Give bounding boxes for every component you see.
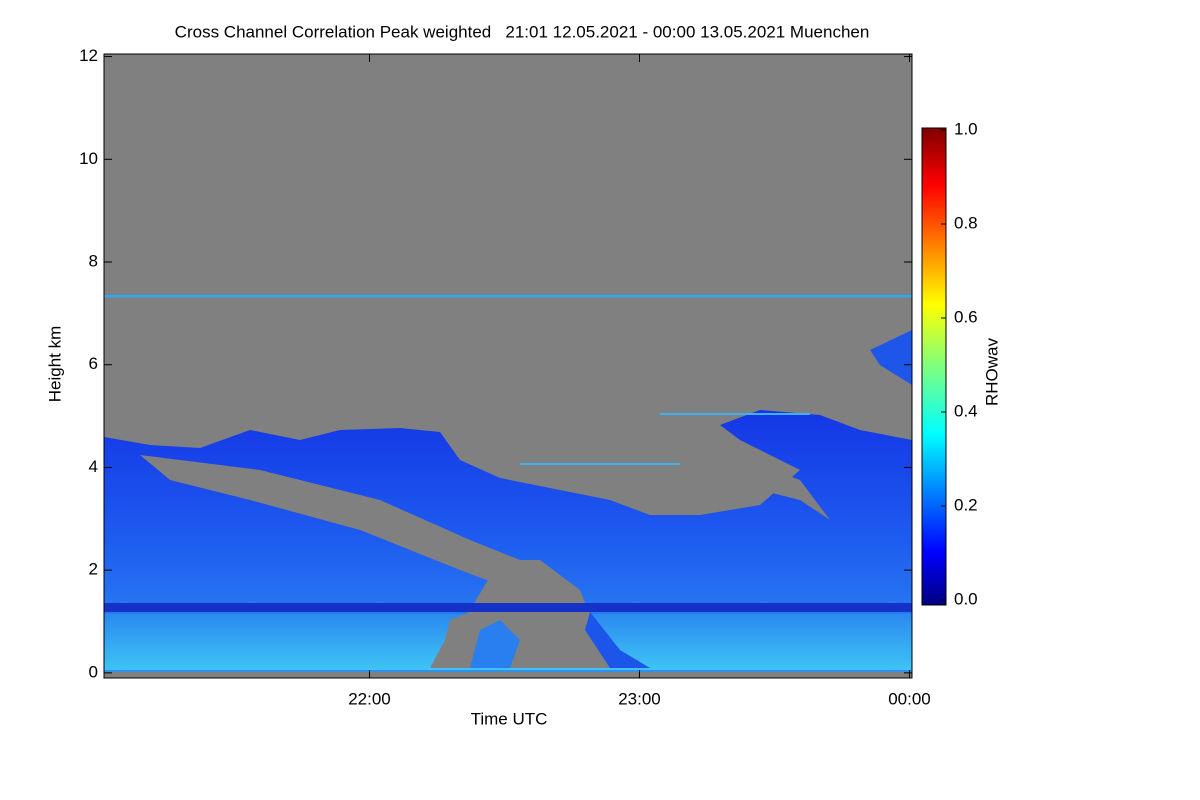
x-tick-label: 00:00 <box>888 689 931 708</box>
plot-frame <box>103 53 913 679</box>
colorbar-tick-label: 0.6 <box>954 307 978 326</box>
colorbar-label: RHOwav <box>982 337 1001 406</box>
colorbar-tick-label: 0.2 <box>954 495 978 514</box>
colorbar-tick-label: 0.8 <box>954 213 978 232</box>
x-tick-label: 23:00 <box>618 689 661 708</box>
y-tick-label: 0 <box>89 662 98 681</box>
y-tick-label: 8 <box>89 251 98 270</box>
y-tick-label: 4 <box>89 457 98 476</box>
y-tick-label: 6 <box>89 354 98 373</box>
colorbar-tick-label: 1.0 <box>954 119 978 138</box>
heatmap-image <box>104 54 912 678</box>
y-tick-label: 12 <box>79 46 98 65</box>
x-axis-label: Time UTC <box>471 709 548 728</box>
colorbar-tick-label: 0.0 <box>954 589 978 608</box>
y-tick-label: 2 <box>89 560 98 579</box>
y-axis-label: Height km <box>45 326 64 403</box>
colorbar <box>921 127 947 606</box>
chart-title: Cross Channel Correlation Peak weighted … <box>175 22 870 41</box>
y-tick-label: 10 <box>79 149 98 168</box>
x-tick-label: 22:00 <box>348 689 391 708</box>
colorbar-tick-label: 0.4 <box>954 401 978 420</box>
